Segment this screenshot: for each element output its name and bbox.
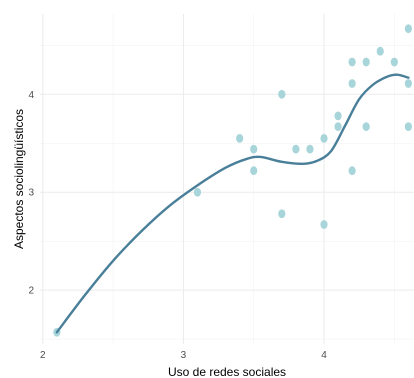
plot-panel	[40, 14, 414, 344]
data-point	[334, 111, 342, 121]
y-axis-title: Aspectos sociolingüísticos	[12, 109, 26, 249]
data-point	[376, 46, 384, 56]
x-tick-label: 4	[321, 350, 327, 361]
data-point	[348, 79, 356, 88]
y-axis-ticks: 2 3 4	[28, 90, 34, 297]
x-tick-label: 3	[181, 350, 187, 361]
y-tick-label: 2	[28, 286, 34, 297]
data-point	[320, 133, 328, 143]
data-point	[362, 122, 370, 132]
data-point	[362, 57, 370, 67]
data-point	[250, 144, 258, 154]
x-axis-ticks: 2 3 4	[40, 350, 327, 361]
grid-minor	[40, 14, 414, 344]
x-axis-title: Uso de redes sociales	[168, 365, 286, 378]
data-point	[390, 57, 398, 67]
data-point	[320, 220, 328, 229]
y-tick-label: 4	[28, 90, 34, 101]
data-point	[306, 144, 314, 154]
smooth-trend-line	[55, 73, 410, 334]
data-point	[250, 166, 258, 176]
data-point	[404, 24, 412, 34]
x-tick-label: 2	[40, 350, 46, 361]
data-point	[404, 122, 412, 132]
data-point	[292, 144, 300, 154]
data-point	[334, 122, 342, 132]
data-point	[193, 187, 202, 197]
data-point	[278, 209, 286, 219]
grid-major	[40, 14, 414, 344]
y-tick-label: 3	[28, 188, 34, 199]
data-point	[348, 166, 356, 176]
data-point	[404, 79, 412, 88]
data-point	[278, 89, 286, 99]
data-point	[348, 57, 356, 67]
data-point	[236, 133, 244, 143]
